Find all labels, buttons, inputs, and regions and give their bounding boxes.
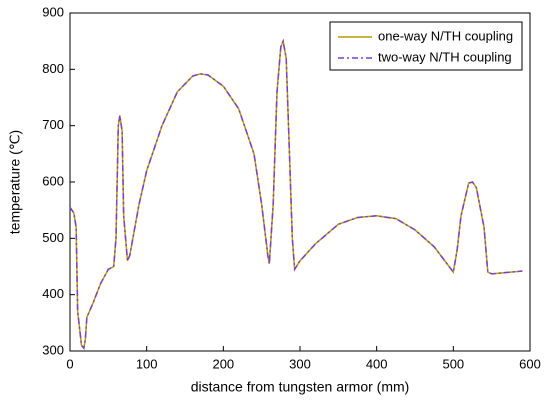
legend-label: one-way N/TH coupling [378,28,513,43]
y-tick-label: 700 [42,117,64,132]
x-tick-label: 300 [289,356,311,371]
legend-box [329,21,523,71]
x-tick-label: 0 [66,356,73,371]
x-tick-label: 200 [212,356,234,371]
series-line [69,38,523,350]
y-tick-label: 400 [42,286,64,301]
y-tick-label: 500 [42,230,64,245]
y-tick-label: 300 [42,342,64,357]
x-tick-label: 600 [519,356,541,371]
series-line [69,38,523,350]
y-tick-label: 600 [42,173,64,188]
y-tick-label: 900 [42,4,64,19]
legend-label: two-way N/TH coupling [378,49,512,64]
x-tick-label: 100 [136,356,158,371]
x-tick-label: 500 [442,356,464,371]
y-tick-label: 800 [42,61,64,76]
x-axis-label: distance from tungsten armor (mm) [191,379,410,395]
x-tick-label: 400 [366,356,388,371]
y-axis-label: temperature (℃) [7,130,23,234]
